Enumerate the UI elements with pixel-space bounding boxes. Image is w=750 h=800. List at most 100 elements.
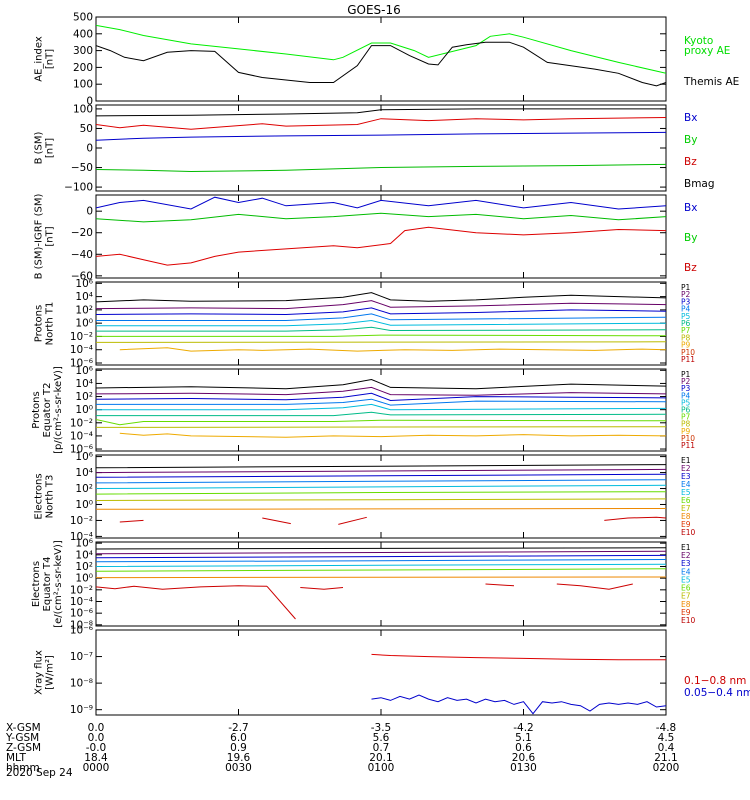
ephemeris-value: 0130 xyxy=(510,762,537,774)
legend-label: P6 xyxy=(681,406,691,415)
ephemeris-value: 4.5 xyxy=(658,732,675,744)
legend-label: E1 xyxy=(681,456,691,465)
series-line-6 xyxy=(96,491,666,495)
series-line-3 xyxy=(96,473,666,478)
legend-label: Themis AE xyxy=(683,76,739,88)
series-line-8 xyxy=(96,426,666,428)
legend-label: E3 xyxy=(681,472,691,481)
y-axis-label: B (SM) xyxy=(34,131,45,164)
legend-label: E7 xyxy=(681,504,691,513)
ephemeris-value: 21.1 xyxy=(654,752,677,764)
y-tick-label: 10⁰ xyxy=(75,318,93,330)
y-axis-label: Equator T4 xyxy=(42,557,53,612)
y-tick-label: 10⁰ xyxy=(75,573,93,585)
series-line-11 xyxy=(338,516,367,525)
ephemeris-value: 6.0 xyxy=(230,732,247,744)
y-tick-label: 10² xyxy=(75,561,93,573)
y-tick-label: 10⁴ xyxy=(75,467,93,479)
y-axis-label: [nT] xyxy=(45,49,56,69)
legend-label: P6 xyxy=(681,319,691,328)
y-tick-label: 50 xyxy=(80,123,93,135)
series-line-3 xyxy=(96,226,666,266)
y-tick-label: 10² xyxy=(75,304,93,316)
legend-label: 0.05−0.4 nm xyxy=(684,687,750,699)
y-axis-label: Protons xyxy=(34,305,45,342)
y-axis-label: B (SM)-IGRF (SM) xyxy=(34,194,45,280)
y-tick-label: 400 xyxy=(73,28,93,40)
legend-label: E8 xyxy=(681,512,691,521)
legend-label: P4 xyxy=(681,305,691,314)
series-line-10 xyxy=(300,587,344,590)
ephemeris-footer: X-GSMY-GSMZ-GSMMLThhmm0.00.0-0.018.40000… xyxy=(5,722,679,774)
y-tick-label: 10⁻⁶ xyxy=(70,444,93,456)
y-tick-label: 10⁴ xyxy=(75,549,93,561)
legend-label: E4 xyxy=(681,480,691,489)
chart-title: GOES-16 xyxy=(347,3,401,17)
legend-label: P5 xyxy=(681,312,691,321)
series-line-8 xyxy=(96,341,666,343)
y-axis-label: North T3 xyxy=(45,475,56,519)
panel-frame xyxy=(95,16,667,102)
ephemeris-row-label: Z-GSM xyxy=(6,742,41,754)
series-line-9 xyxy=(266,585,296,620)
legend-label: P1 xyxy=(681,370,691,379)
series-line-5 xyxy=(96,319,666,327)
ephemeris-value: 0.7 xyxy=(373,742,390,754)
y-tick-label: 300 xyxy=(73,45,93,57)
legend-label: P8 xyxy=(681,333,691,342)
y-tick-label: 10⁻⁶ xyxy=(70,608,93,620)
series-line-2 xyxy=(96,212,666,223)
y-axis-label: Electrons xyxy=(34,473,45,519)
series-line-4 xyxy=(96,479,666,484)
y-tick-label: 10⁶ xyxy=(75,538,93,550)
legend-label: E9 xyxy=(681,608,691,617)
y-axis-label: [nT] xyxy=(45,138,56,158)
y-axis-label: [e/(cm²-s-sr-keV)] xyxy=(53,540,64,628)
y-tick-label: 10⁰ xyxy=(75,404,93,416)
legend-label: E10 xyxy=(681,528,696,537)
legend-label: P9 xyxy=(681,427,691,436)
y-tick-label: 10⁻⁸ xyxy=(70,619,93,631)
y-tick-label: 10⁻⁷ xyxy=(70,651,93,663)
y-tick-label: −20 xyxy=(71,227,93,239)
legend-label: P11 xyxy=(681,355,695,364)
legend-label: E5 xyxy=(681,488,691,497)
series-line-12 xyxy=(604,516,666,521)
y-tick-label: 10⁻⁴ xyxy=(70,344,93,356)
ephemeris-value: 5.1 xyxy=(515,732,532,744)
y-tick-label: 200 xyxy=(73,62,93,74)
series-line-4 xyxy=(96,163,666,173)
legend-label: P3 xyxy=(681,297,691,306)
y-tick-label: 10⁶ xyxy=(75,451,93,463)
series-line-3 xyxy=(96,307,666,316)
series-line-10 xyxy=(262,517,291,525)
legend-label: E9 xyxy=(681,520,691,529)
ephemeris-value: -0.0 xyxy=(86,742,107,754)
y-tick-label: 0 xyxy=(86,206,93,218)
y-tick-label: 10⁰ xyxy=(75,499,93,511)
y-axis-label: Xray flux xyxy=(34,650,45,695)
ephemeris-value: 0.6 xyxy=(515,742,532,754)
panel-3: −60 −40 −20 0 B (SM)-IGRF (SM) [nT] Bx By Bz xyxy=(34,194,698,283)
y-tick-label: −100 xyxy=(64,182,93,194)
y-tick-label: 0 xyxy=(86,143,93,155)
y-tick-label: 500 xyxy=(73,12,93,24)
legend-label: Bz xyxy=(684,262,697,274)
y-tick-label: 10⁻² xyxy=(70,417,93,429)
series-line-2 xyxy=(96,386,666,396)
y-axis-label: North T1 xyxy=(45,302,56,346)
y-tick-label: 10⁶ xyxy=(75,365,93,377)
y-tick-label: 10⁻⁶ xyxy=(70,358,93,370)
y-tick-label: 10⁴ xyxy=(75,291,93,303)
ephemeris-row-label: hhmm xyxy=(6,762,40,774)
date-label: 2020 Sep 24 xyxy=(6,767,73,779)
ephemeris-value: 20.6 xyxy=(512,752,536,764)
y-tick-label: −50 xyxy=(71,162,93,174)
legend-label: P5 xyxy=(681,398,691,407)
